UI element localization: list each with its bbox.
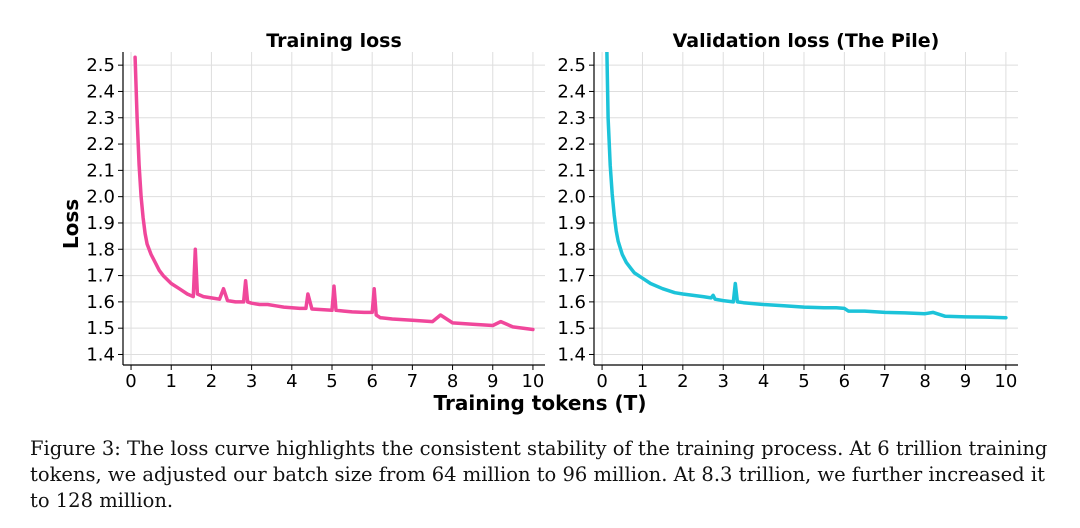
validation-loss-y-tick-label: 2.4 <box>557 81 586 102</box>
training-loss-x-tick-label: 2 <box>206 371 217 392</box>
training-loss-y-tick-label: 1.5 <box>86 318 115 339</box>
training-loss-y-tick-label: 1.4 <box>86 344 115 365</box>
training-loss-x-tick-label: 5 <box>326 371 337 392</box>
validation-loss-y-tick-label: 2.0 <box>557 187 586 208</box>
training-loss-y-tick-label: 1.6 <box>86 292 115 313</box>
training-loss-y-tick-label: 2.1 <box>86 160 115 181</box>
validation-loss-x-tick-label: 2 <box>677 371 688 392</box>
validation-loss-y-tick-label: 1.6 <box>557 292 586 313</box>
x-axis-label: Training tokens (T) <box>434 391 647 415</box>
figure-caption: Figure 3: The loss curve highlights the … <box>30 437 1048 512</box>
validation-loss-x-tick-label: 10 <box>994 371 1017 392</box>
validation-loss-x-tick-label: 7 <box>879 371 890 392</box>
training-loss-y-tick-label: 2.0 <box>86 187 115 208</box>
training-loss-panel: 0 1 2 3 4 5 6 7 8 9 10 1.4 1.5 1.6 1.7 1.8 1.9 2.0 2.1 2.2 2… <box>86 30 545 392</box>
training-loss-x-tick-label: 6 <box>366 371 377 392</box>
validation-loss-y-tick-label: 2.5 <box>557 55 586 76</box>
training-loss-y-tick-label: 1.7 <box>86 266 115 287</box>
validation-loss-y-tick-label: 1.5 <box>557 318 586 339</box>
validation-loss-y-tick-label: 1.7 <box>557 266 586 287</box>
training-loss-title: Training loss <box>266 30 402 52</box>
validation-loss-y-tick-label: 1.9 <box>557 213 586 234</box>
training-loss-x-tick-label: 7 <box>407 371 418 392</box>
validation-loss-x-tick-label: 5 <box>798 371 809 392</box>
training-loss-y-tick-label: 2.3 <box>86 108 115 129</box>
validation-loss-x-tick-label: 8 <box>919 371 930 392</box>
training-loss-y-tick-label: 2.2 <box>86 134 115 155</box>
training-loss-y-tick-label: 2.4 <box>86 81 115 102</box>
training-loss-y-tick-label: 2.5 <box>86 55 115 76</box>
validation-loss-y-tick-label: 2.3 <box>557 108 586 129</box>
training-loss-y-tick-label: 1.8 <box>86 239 115 260</box>
validation-loss-y-tick-label: 2.2 <box>557 134 586 155</box>
training-loss-y-tick-label: 1.9 <box>86 213 115 234</box>
training-loss-x-tick-label: 0 <box>125 371 136 392</box>
validation-loss-x-tick-label: 6 <box>839 371 850 392</box>
validation-loss-y-tick-label: 1.8 <box>557 239 586 260</box>
validation-loss-title: Validation loss (The Pile) <box>673 30 940 52</box>
y-axis-label: Loss <box>59 199 83 249</box>
validation-loss-x-tick-label: 9 <box>960 371 971 392</box>
validation-loss-series-line <box>605 52 1008 320</box>
training-loss-x-tick-label: 10 <box>521 371 544 392</box>
training-loss-x-tick-label: 3 <box>246 371 257 392</box>
validation-loss-panel: 0 1 2 3 4 5 6 7 8 9 10 1.4 1.5 1.6 1.7 1.8 1.9 2.0 2.1 2.2 2… <box>557 30 1018 392</box>
training-loss-series-line <box>133 55 535 332</box>
validation-loss-x-tick-label: 3 <box>717 371 728 392</box>
training-loss-x-tick-label: 8 <box>447 371 458 392</box>
validation-loss-x-tick-label: 1 <box>637 371 648 392</box>
training-loss-x-tick-label: 9 <box>487 371 498 392</box>
validation-loss-x-tick-label: 0 <box>596 371 607 392</box>
validation-loss-y-tick-label: 2.1 <box>557 160 586 181</box>
validation-loss-x-tick-label: 4 <box>758 371 769 392</box>
training-loss-x-tick-label: 4 <box>286 371 297 392</box>
validation-loss-y-tick-label: 1.4 <box>557 344 586 365</box>
training-loss-x-tick-label: 1 <box>166 371 177 392</box>
